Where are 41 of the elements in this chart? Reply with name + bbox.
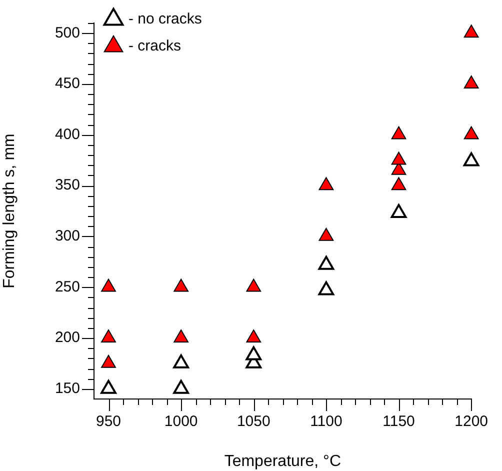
point xyxy=(173,380,189,394)
point xyxy=(246,278,262,292)
point xyxy=(174,278,188,292)
point xyxy=(391,126,406,140)
point xyxy=(100,380,116,394)
y-tick-label: 300 xyxy=(54,228,80,245)
point xyxy=(174,330,188,343)
x-tick-label: 1000 xyxy=(164,413,198,430)
point xyxy=(246,330,262,343)
point xyxy=(464,24,479,38)
point xyxy=(391,177,406,190)
legend-label: - cracks xyxy=(128,38,181,55)
y-tick-label: 150 xyxy=(54,380,80,397)
x-tick-label: 1050 xyxy=(236,413,270,430)
legend-label: - no cracks xyxy=(128,10,202,28)
y-tick-label: 400 xyxy=(54,126,80,143)
point xyxy=(318,256,334,270)
point xyxy=(391,152,406,165)
y-tick-label: 250 xyxy=(54,278,80,296)
y-tick-label: 450 xyxy=(54,75,80,92)
point xyxy=(246,346,262,360)
point xyxy=(464,75,479,88)
point xyxy=(390,204,407,218)
point xyxy=(318,177,334,190)
point xyxy=(101,330,116,343)
x-tick-label: 950 xyxy=(96,413,122,430)
point xyxy=(173,354,189,368)
point xyxy=(318,228,334,241)
y-axis-title: Forming length s, mm xyxy=(1,134,18,288)
y-tick-label: 200 xyxy=(54,329,80,346)
point xyxy=(318,281,334,296)
point xyxy=(101,278,116,292)
x-tick-label: 1150 xyxy=(382,413,415,430)
point xyxy=(101,354,116,368)
y-tick-label: 350 xyxy=(54,176,80,194)
point xyxy=(463,152,480,166)
x-tick-label: 1100 xyxy=(310,413,342,430)
x-axis-title: Temperature, °C xyxy=(224,452,341,470)
point xyxy=(464,126,479,140)
y-tick-label: 500 xyxy=(54,24,80,42)
x-tick-label: 1200 xyxy=(454,413,488,430)
